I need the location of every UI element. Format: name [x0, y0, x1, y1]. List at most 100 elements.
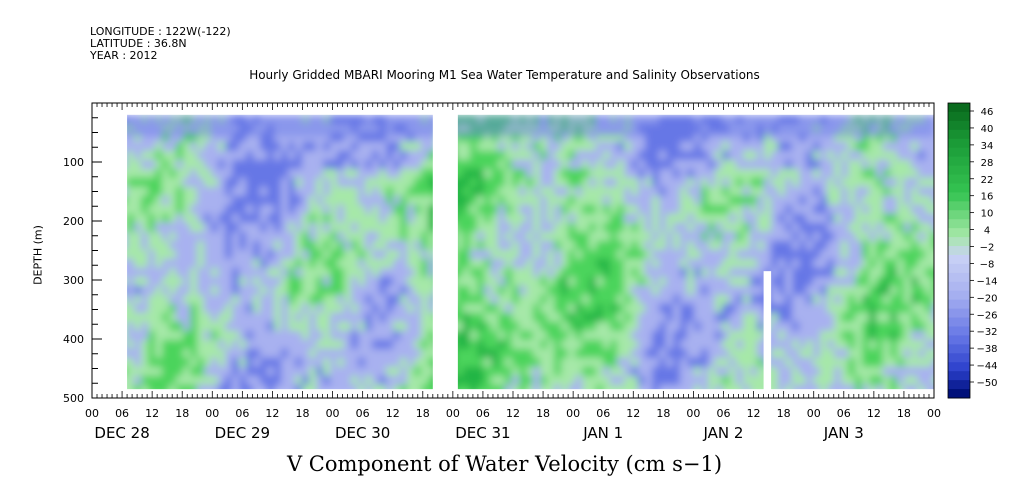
- heatmap-cell: [638, 285, 646, 296]
- heatmap-cell: [246, 312, 254, 323]
- heatmap-cell: [155, 213, 163, 224]
- heatmap-cell: [743, 240, 751, 251]
- heatmap-cell: [190, 195, 198, 206]
- heatmap-cell: [134, 186, 142, 197]
- heatmap-cell: [701, 141, 709, 152]
- heatmap-cell: [897, 366, 905, 377]
- heatmap-cell: [736, 348, 744, 359]
- heatmap-cell: [386, 150, 394, 161]
- heatmap-cell: [925, 312, 933, 323]
- heatmap-cell: [295, 339, 303, 350]
- heatmap-cell: [568, 339, 576, 350]
- heatmap-cell: [470, 339, 478, 350]
- heatmap-cell: [932, 195, 934, 206]
- heatmap-cell: [869, 150, 877, 161]
- heatmap-cell: [302, 150, 310, 161]
- heatmap-cell: [638, 303, 646, 314]
- heatmap-cell: [708, 285, 716, 296]
- heatmap-cell: [862, 312, 870, 323]
- heatmap-cell: [729, 312, 737, 323]
- heatmap-cell: [925, 321, 933, 332]
- heatmap-cell: [771, 231, 779, 242]
- heatmap-cell: [631, 348, 639, 359]
- heatmap-cell: [372, 285, 380, 296]
- heatmap-cell: [897, 213, 905, 224]
- heatmap-cell: [568, 285, 576, 296]
- colorbar-label: −14: [976, 276, 997, 287]
- heatmap-cell: [792, 375, 800, 386]
- heatmap-cell: [652, 195, 660, 206]
- heatmap-cell: [750, 240, 758, 251]
- heatmap-cell: [302, 285, 310, 296]
- heatmap-cell: [631, 222, 639, 233]
- heatmap-cell: [834, 150, 842, 161]
- heatmap-cell: [400, 240, 408, 251]
- heatmap-cell: [470, 177, 478, 188]
- heatmap-cell: [218, 321, 226, 332]
- heatmap-cell: [463, 303, 471, 314]
- heatmap-cell: [925, 294, 933, 305]
- heatmap-cell: [365, 231, 373, 242]
- heatmap-cell: [190, 204, 198, 215]
- heatmap-cell: [330, 204, 338, 215]
- heatmap-cell: [246, 195, 254, 206]
- heatmap-cell: [141, 285, 149, 296]
- heatmap-cell: [659, 141, 667, 152]
- heatmap-cell: [869, 267, 877, 278]
- heatmap-cell: [358, 321, 366, 332]
- heatmap-cell: [701, 150, 709, 161]
- heatmap-cell: [505, 213, 513, 224]
- heatmap-cell: [610, 285, 618, 296]
- heatmap-cell: [148, 186, 156, 197]
- heatmap-cell: [190, 249, 198, 260]
- heatmap-cell: [694, 177, 702, 188]
- heatmap-cell: [225, 348, 233, 359]
- heatmap-cell: [281, 159, 289, 170]
- heatmap-cell: [260, 267, 268, 278]
- heatmap-cell: [785, 141, 793, 152]
- heatmap-cell: [470, 195, 478, 206]
- heatmap-cell: [344, 330, 352, 341]
- heatmap-cell: [631, 285, 639, 296]
- heatmap-cell: [785, 366, 793, 377]
- heatmap-cell: [568, 249, 576, 260]
- heatmap-cell: [610, 312, 618, 323]
- heatmap-cell: [330, 285, 338, 296]
- heatmap-cell: [204, 213, 212, 224]
- heatmap-cell: [127, 159, 135, 170]
- heatmap-cell: [155, 285, 163, 296]
- heatmap-cell: [687, 249, 695, 260]
- heatmap-cell: [519, 150, 527, 161]
- heatmap-cell: [386, 231, 394, 242]
- heatmap-cell: [400, 249, 408, 260]
- heatmap-cell: [631, 141, 639, 152]
- heatmap-cell: [232, 267, 240, 278]
- heatmap-cell: [127, 132, 135, 143]
- heatmap-cell: [897, 177, 905, 188]
- heatmap-cell: [225, 249, 233, 260]
- heatmap-cell: [337, 231, 345, 242]
- heatmap-cell: [659, 294, 667, 305]
- heatmap-cell: [491, 267, 499, 278]
- heatmap-cell: [645, 375, 653, 386]
- heatmap-cell: [127, 258, 135, 269]
- heatmap-cell: [351, 195, 359, 206]
- heatmap-cell: [456, 195, 464, 206]
- heatmap-cell: [393, 366, 401, 377]
- heatmap-cell: [869, 177, 877, 188]
- heatmap-cell: [407, 159, 415, 170]
- heatmap-cell: [855, 294, 863, 305]
- heatmap-cell: [127, 321, 135, 332]
- heatmap-cell: [785, 231, 793, 242]
- heatmap-cell: [372, 159, 380, 170]
- heatmap-cell: [708, 204, 716, 215]
- heatmap-cell: [365, 222, 373, 233]
- heatmap-cell: [407, 312, 415, 323]
- heatmap-cell: [869, 159, 877, 170]
- heatmap-cell: [547, 195, 555, 206]
- heatmap-cell: [575, 267, 583, 278]
- heatmap-cell: [736, 240, 744, 251]
- heatmap-cell: [400, 348, 408, 359]
- heatmap-cell: [141, 249, 149, 260]
